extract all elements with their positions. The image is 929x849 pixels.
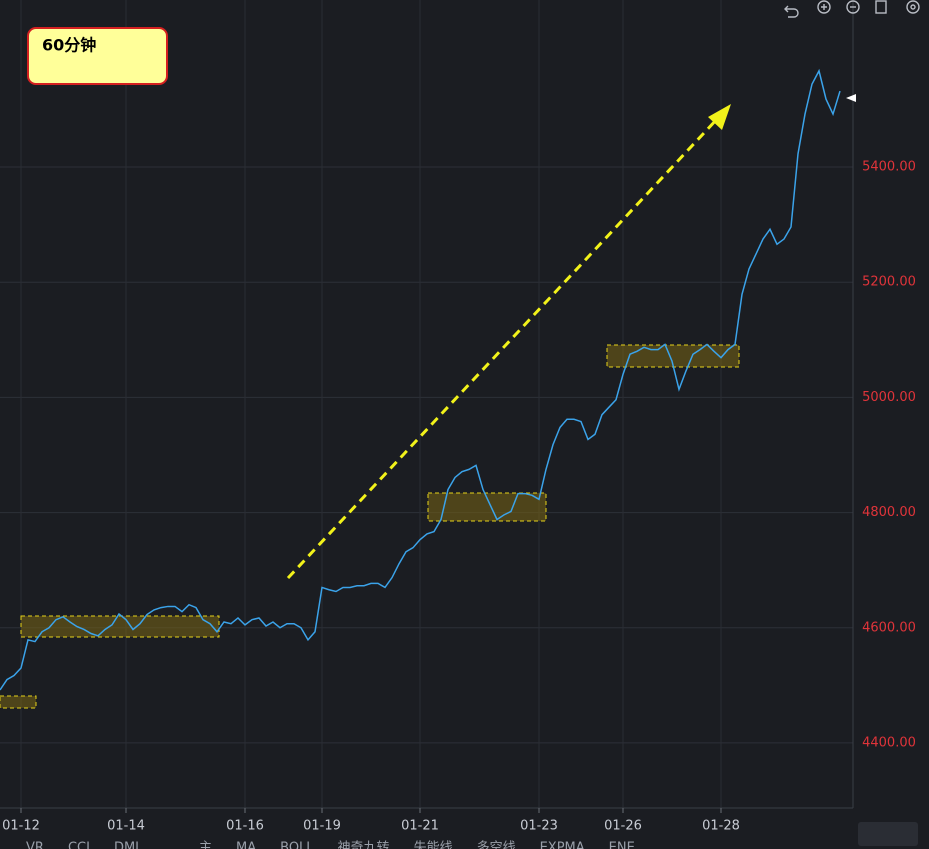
indicator-tab[interactable]: 失能线: [414, 841, 453, 849]
range-box: [0, 695, 37, 709]
x-tick-label: 01-16: [226, 819, 264, 834]
indicator-tab[interactable]: 主: [199, 841, 212, 849]
price-line: [0, 68, 841, 691]
x-tick-label: 01-14: [107, 819, 145, 834]
undo-icon[interactable]: [784, 5, 799, 18]
indicator-tab[interactable]: CCI: [68, 841, 90, 849]
range-box: [20, 615, 220, 638]
indicator-tab[interactable]: VR: [26, 841, 44, 849]
settings-icon[interactable]: [906, 0, 920, 14]
y-tick-label: 5200.00: [862, 275, 916, 290]
arrow-head: [708, 104, 731, 130]
layout-icon[interactable]: [875, 0, 887, 14]
y-tick-label: 5000.00: [862, 390, 916, 405]
indicator-tab[interactable]: 多空线: [477, 840, 516, 849]
x-tick-label: 01-12: [2, 819, 40, 834]
indicator-tab[interactable]: 神奇九转: [338, 840, 390, 849]
y-tick-label: 4800.00: [862, 505, 916, 520]
indicator-tab[interactable]: MA: [236, 841, 256, 849]
toolbar: [784, 0, 920, 18]
y-tick-label: 4600.00: [862, 620, 916, 635]
annotation: 60分钟: [42, 36, 96, 55]
indicator-tab[interactable]: ENE: [609, 841, 635, 849]
indicator-tab[interactable]: DMI: [114, 841, 139, 849]
zoom-in-icon[interactable]: [817, 0, 831, 14]
indicator-tab[interactable]: BOLL: [280, 841, 314, 849]
y-tick-label: 4400.00: [862, 735, 916, 750]
x-tick-label: 01-21: [401, 819, 439, 834]
boxes: [0, 344, 740, 709]
x-tick-label: 01-19: [303, 819, 341, 834]
last-price-marker: [846, 94, 856, 102]
x-tick-label: 01-26: [604, 819, 642, 834]
y-tick-label: 5400.00: [862, 160, 916, 175]
indicator-tab[interactable]: EXPMA: [540, 841, 585, 849]
x-tick-label: 01-28: [702, 819, 740, 834]
x-tick-label: 01-23: [520, 819, 558, 834]
annotation-box: [27, 27, 168, 85]
logo: [858, 822, 918, 846]
zoom-out-icon[interactable]: [846, 0, 860, 14]
